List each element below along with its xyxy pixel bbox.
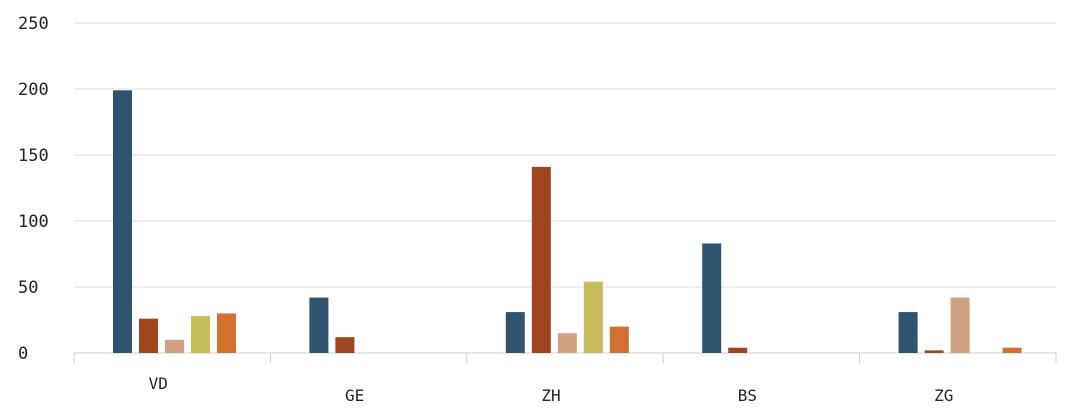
x-axis — [73, 352, 1057, 363]
bar-zh-series-2 — [531, 166, 551, 353]
y-tick-label: 150 — [18, 146, 49, 166]
y-tick-label: 250 — [18, 14, 49, 34]
gridlines — [74, 22, 1056, 288]
bar-vd-series-5 — [217, 313, 236, 353]
bar-ge-series-1 — [309, 297, 329, 353]
bar-ge-series-2 — [335, 337, 355, 353]
x-category-label: BS — [738, 386, 757, 405]
bar-bs-series-1 — [702, 243, 722, 353]
y-tick-label: 200 — [18, 80, 49, 100]
x-category-label: ZH — [541, 386, 560, 405]
x-category-label: ZG — [934, 386, 953, 405]
bar-zh-series-3 — [557, 333, 577, 353]
bar-zh-series-5 — [609, 326, 629, 353]
y-axis-ticks: 0 50 100 150 200 250 — [18, 14, 49, 364]
y-tick-label: 100 — [18, 212, 49, 232]
bar-zh-series-1 — [505, 312, 525, 353]
bar-zg-series-2 — [924, 350, 944, 353]
bar-vd-series-1 — [113, 90, 132, 353]
y-tick-label: 0 — [18, 344, 28, 364]
bar-vd-series-3 — [165, 339, 184, 353]
bar-vd-series-2 — [139, 318, 158, 353]
bar-zg-series-1 — [898, 312, 918, 353]
x-category-label: GE — [345, 386, 364, 405]
x-category-label: VD — [149, 374, 168, 393]
bar-zg-series-5 — [1002, 347, 1022, 353]
y-tick-label: 50 — [18, 278, 38, 298]
bar-vd-series-4 — [191, 316, 210, 353]
x-axis-labels: VD GE ZH BS ZG — [149, 374, 954, 405]
bars — [113, 90, 1022, 353]
bar-bs-series-2 — [728, 347, 748, 353]
bar-zh-series-4 — [583, 281, 603, 353]
bar-zg-series-3 — [950, 297, 970, 353]
